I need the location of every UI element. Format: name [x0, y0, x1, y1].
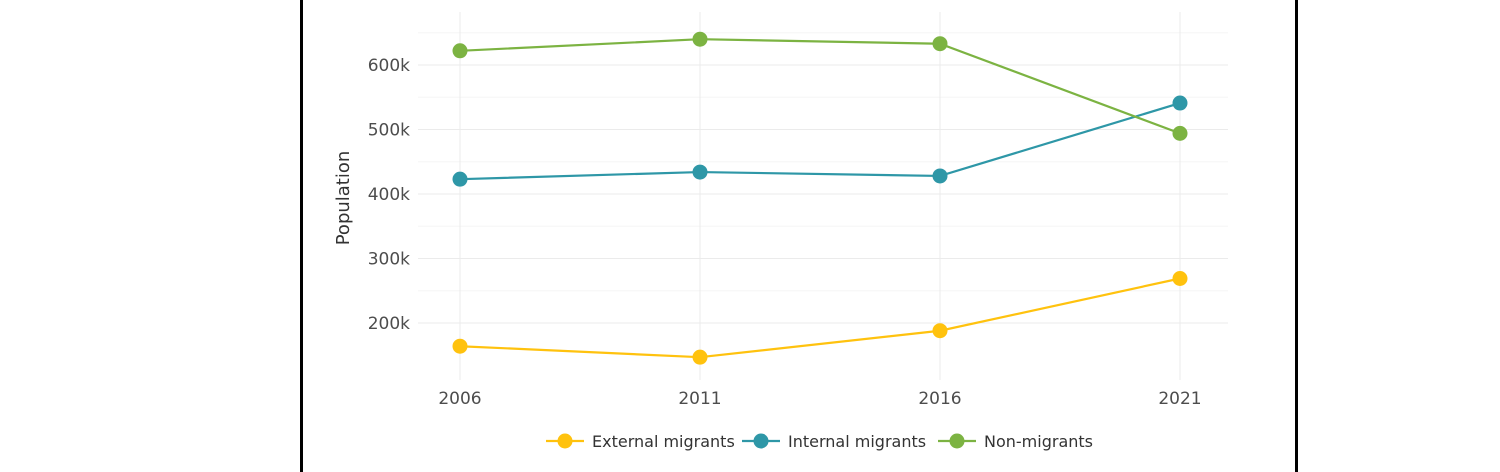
gridlines: [418, 12, 1228, 380]
y-tick-label: 200k: [368, 314, 410, 334]
data-point-external-migrants: [932, 323, 948, 339]
legend-label: Internal migrants: [788, 432, 926, 451]
y-axis-ticks: 200k 300k 400k 500k 600k: [368, 56, 410, 334]
x-axis-ticks: 2006 2011 2016 2021: [438, 389, 1201, 409]
series-line-internal-migrants: [459, 102, 1181, 181]
legend-item-external-migrants: External migrants: [546, 432, 735, 451]
data-point-non-migrants: [452, 43, 468, 59]
data-point-non-migrants: [1172, 125, 1188, 141]
panel-border-left: [300, 0, 303, 472]
x-tick-label: 2021: [1158, 389, 1201, 409]
data-point-non-migrants: [692, 31, 708, 47]
data-point-external-migrants: [452, 338, 468, 354]
data-point-internal-migrants: [932, 168, 948, 184]
data-point-internal-migrants: [692, 164, 708, 180]
y-tick-label: 600k: [368, 56, 410, 76]
series-line-external-migrants: [459, 277, 1181, 359]
data-point-non-migrants: [932, 36, 948, 52]
legend-label: External migrants: [592, 432, 735, 451]
data-point-internal-migrants: [452, 171, 468, 187]
x-tick-label: 2006: [438, 389, 481, 409]
x-tick-label: 2011: [678, 389, 721, 409]
data-point-internal-migrants: [1172, 95, 1188, 111]
data-point-external-migrants: [692, 349, 708, 365]
legend-key-marker: [949, 433, 965, 449]
series-internal-migrants: [452, 95, 1188, 187]
legend-item-internal-migrants: Internal migrants: [742, 432, 926, 451]
series-line-non-migrants: [459, 38, 1181, 135]
legend-key-marker: [557, 433, 573, 449]
y-tick-label: 300k: [368, 250, 410, 270]
y-axis-title: Population: [333, 151, 354, 246]
legend: External migrants Internal migrants Non-mi…: [546, 432, 1093, 451]
series: [452, 31, 1188, 365]
series-non-migrants: [452, 31, 1188, 141]
x-tick-label: 2016: [918, 389, 961, 409]
legend-label: Non-migrants: [984, 432, 1093, 451]
legend-item-non-migrants: Non-migrants: [938, 432, 1093, 451]
panel-border-right: [1295, 0, 1298, 472]
legend-key-marker: [753, 433, 769, 449]
series-external-migrants: [452, 270, 1188, 365]
y-tick-label: 500k: [368, 121, 410, 141]
data-point-external-migrants: [1172, 270, 1188, 286]
y-tick-label: 400k: [368, 185, 410, 205]
